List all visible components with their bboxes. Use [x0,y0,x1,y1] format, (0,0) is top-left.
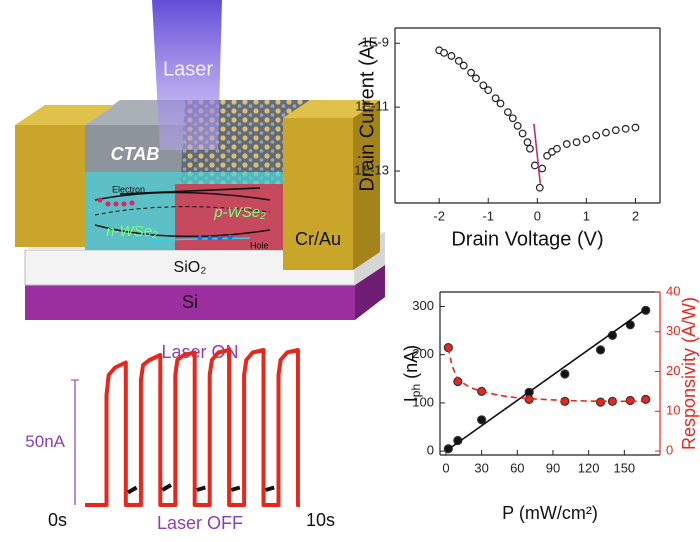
contact-left [15,125,85,247]
y2-tick-label: 0 [666,442,673,457]
data-point [631,123,640,132]
data-point [535,183,544,192]
y-tick-label: 100 [412,394,434,409]
x-tick-label: -1 [482,208,494,223]
y-axis-label: Drain Current (A) [356,39,378,191]
data-point [526,144,534,153]
y2-tick-label: 30 [666,323,680,338]
x-tick-label: -2 [433,208,445,223]
x-tick-label: 1 [583,208,590,223]
data-point [562,140,571,148]
data-point [621,124,630,133]
data-point [472,74,480,83]
x-tick-label: 120 [578,460,600,475]
data-point [467,68,475,77]
si-layer [25,285,355,320]
x-tick-label: 0 [534,208,541,223]
data-point [459,61,468,70]
y-tick-label: 1E-9 [362,35,389,50]
band-line [94,224,271,238]
label-main: I [401,397,421,402]
data-point [560,369,570,379]
y-axis-label: Iph (nA) [401,345,423,402]
x-tick-label: 0s [48,510,67,530]
substrate-label: Si [182,292,198,312]
laser-label: Laser [163,58,213,80]
x-tick-label: 150 [613,460,635,475]
data-point [491,94,500,103]
holes [197,234,233,241]
data-point [538,164,547,173]
label-unit: (nA) [401,345,421,379]
data-point [523,138,532,147]
data-point [508,114,517,123]
data-point [496,99,505,108]
x-axis-label: Drain Voltage (V) [451,228,603,250]
data-point [479,81,488,90]
x-tick-label: 10s [306,510,335,530]
y-tick-label: 1E-13 [354,162,389,177]
si-side [355,265,385,320]
annotation: Laser OFF [157,513,243,533]
contact-side [353,100,380,270]
x-axis-label: P (mW/cm²) [502,503,598,523]
device-schematic: Laser CTAB Electron p-WSe₂ n-WSe₂ Hole C… [15,0,385,320]
data-point [484,86,493,95]
series-line [533,123,542,184]
data-point [503,108,512,116]
hole-label: Hole [250,240,269,250]
y2-tick-label: 40 [666,283,680,298]
scale-bar-label: 50nA [25,432,65,451]
series-line [126,483,275,495]
data-point [453,376,463,387]
contact-right [283,118,353,270]
y-tick-label: 300 [412,298,434,313]
electrons [97,197,135,207]
y-tick-label: 200 [412,346,434,361]
data-point [611,126,620,135]
data-point [641,394,651,404]
data-point [454,57,463,65]
data-point [440,48,448,57]
data-point [560,396,570,406]
x-tick-label: 0 [442,460,449,475]
y-tick-label: 0 [427,443,434,458]
x-tick-label: 60 [510,460,524,475]
data-point [602,128,610,137]
y-tick-label: 1E-11 [355,99,389,114]
oxide-label: SiO₂ [174,259,207,276]
data-point [572,138,581,147]
data-point [592,131,601,140]
data-point [518,129,527,138]
data-point [477,415,487,425]
series-line [445,306,649,452]
x-tick-label: 2 [632,208,639,223]
p-layer-label: p-WSe₂ [213,204,266,221]
contact-label: Cr/Au [295,229,341,249]
y2-axis-label: Responsivity (A/W) [679,297,699,450]
electron-label: Electron [112,184,145,194]
data-point [553,144,561,153]
arrow [119,187,261,195]
laser-beam [152,0,222,150]
y2-tick-label: 10 [666,403,680,418]
data-point [582,135,591,143]
band-line [94,191,271,201]
x-tick-label: 30 [474,460,488,475]
y2-tick-label: 20 [666,363,680,378]
data-point [447,52,456,60]
data-point [543,151,552,160]
label-sub: ph [409,384,423,397]
series-line [85,348,300,507]
n-layer-label: n-WSe₂ [106,223,158,240]
ctab-label: CTAB [111,144,160,164]
contact-top [283,100,380,118]
contact-top [15,105,115,125]
data-point [513,121,522,130]
data-point [595,345,606,355]
data-point [530,161,539,170]
x-tick-label: 90 [546,460,560,475]
data-point [595,397,606,407]
